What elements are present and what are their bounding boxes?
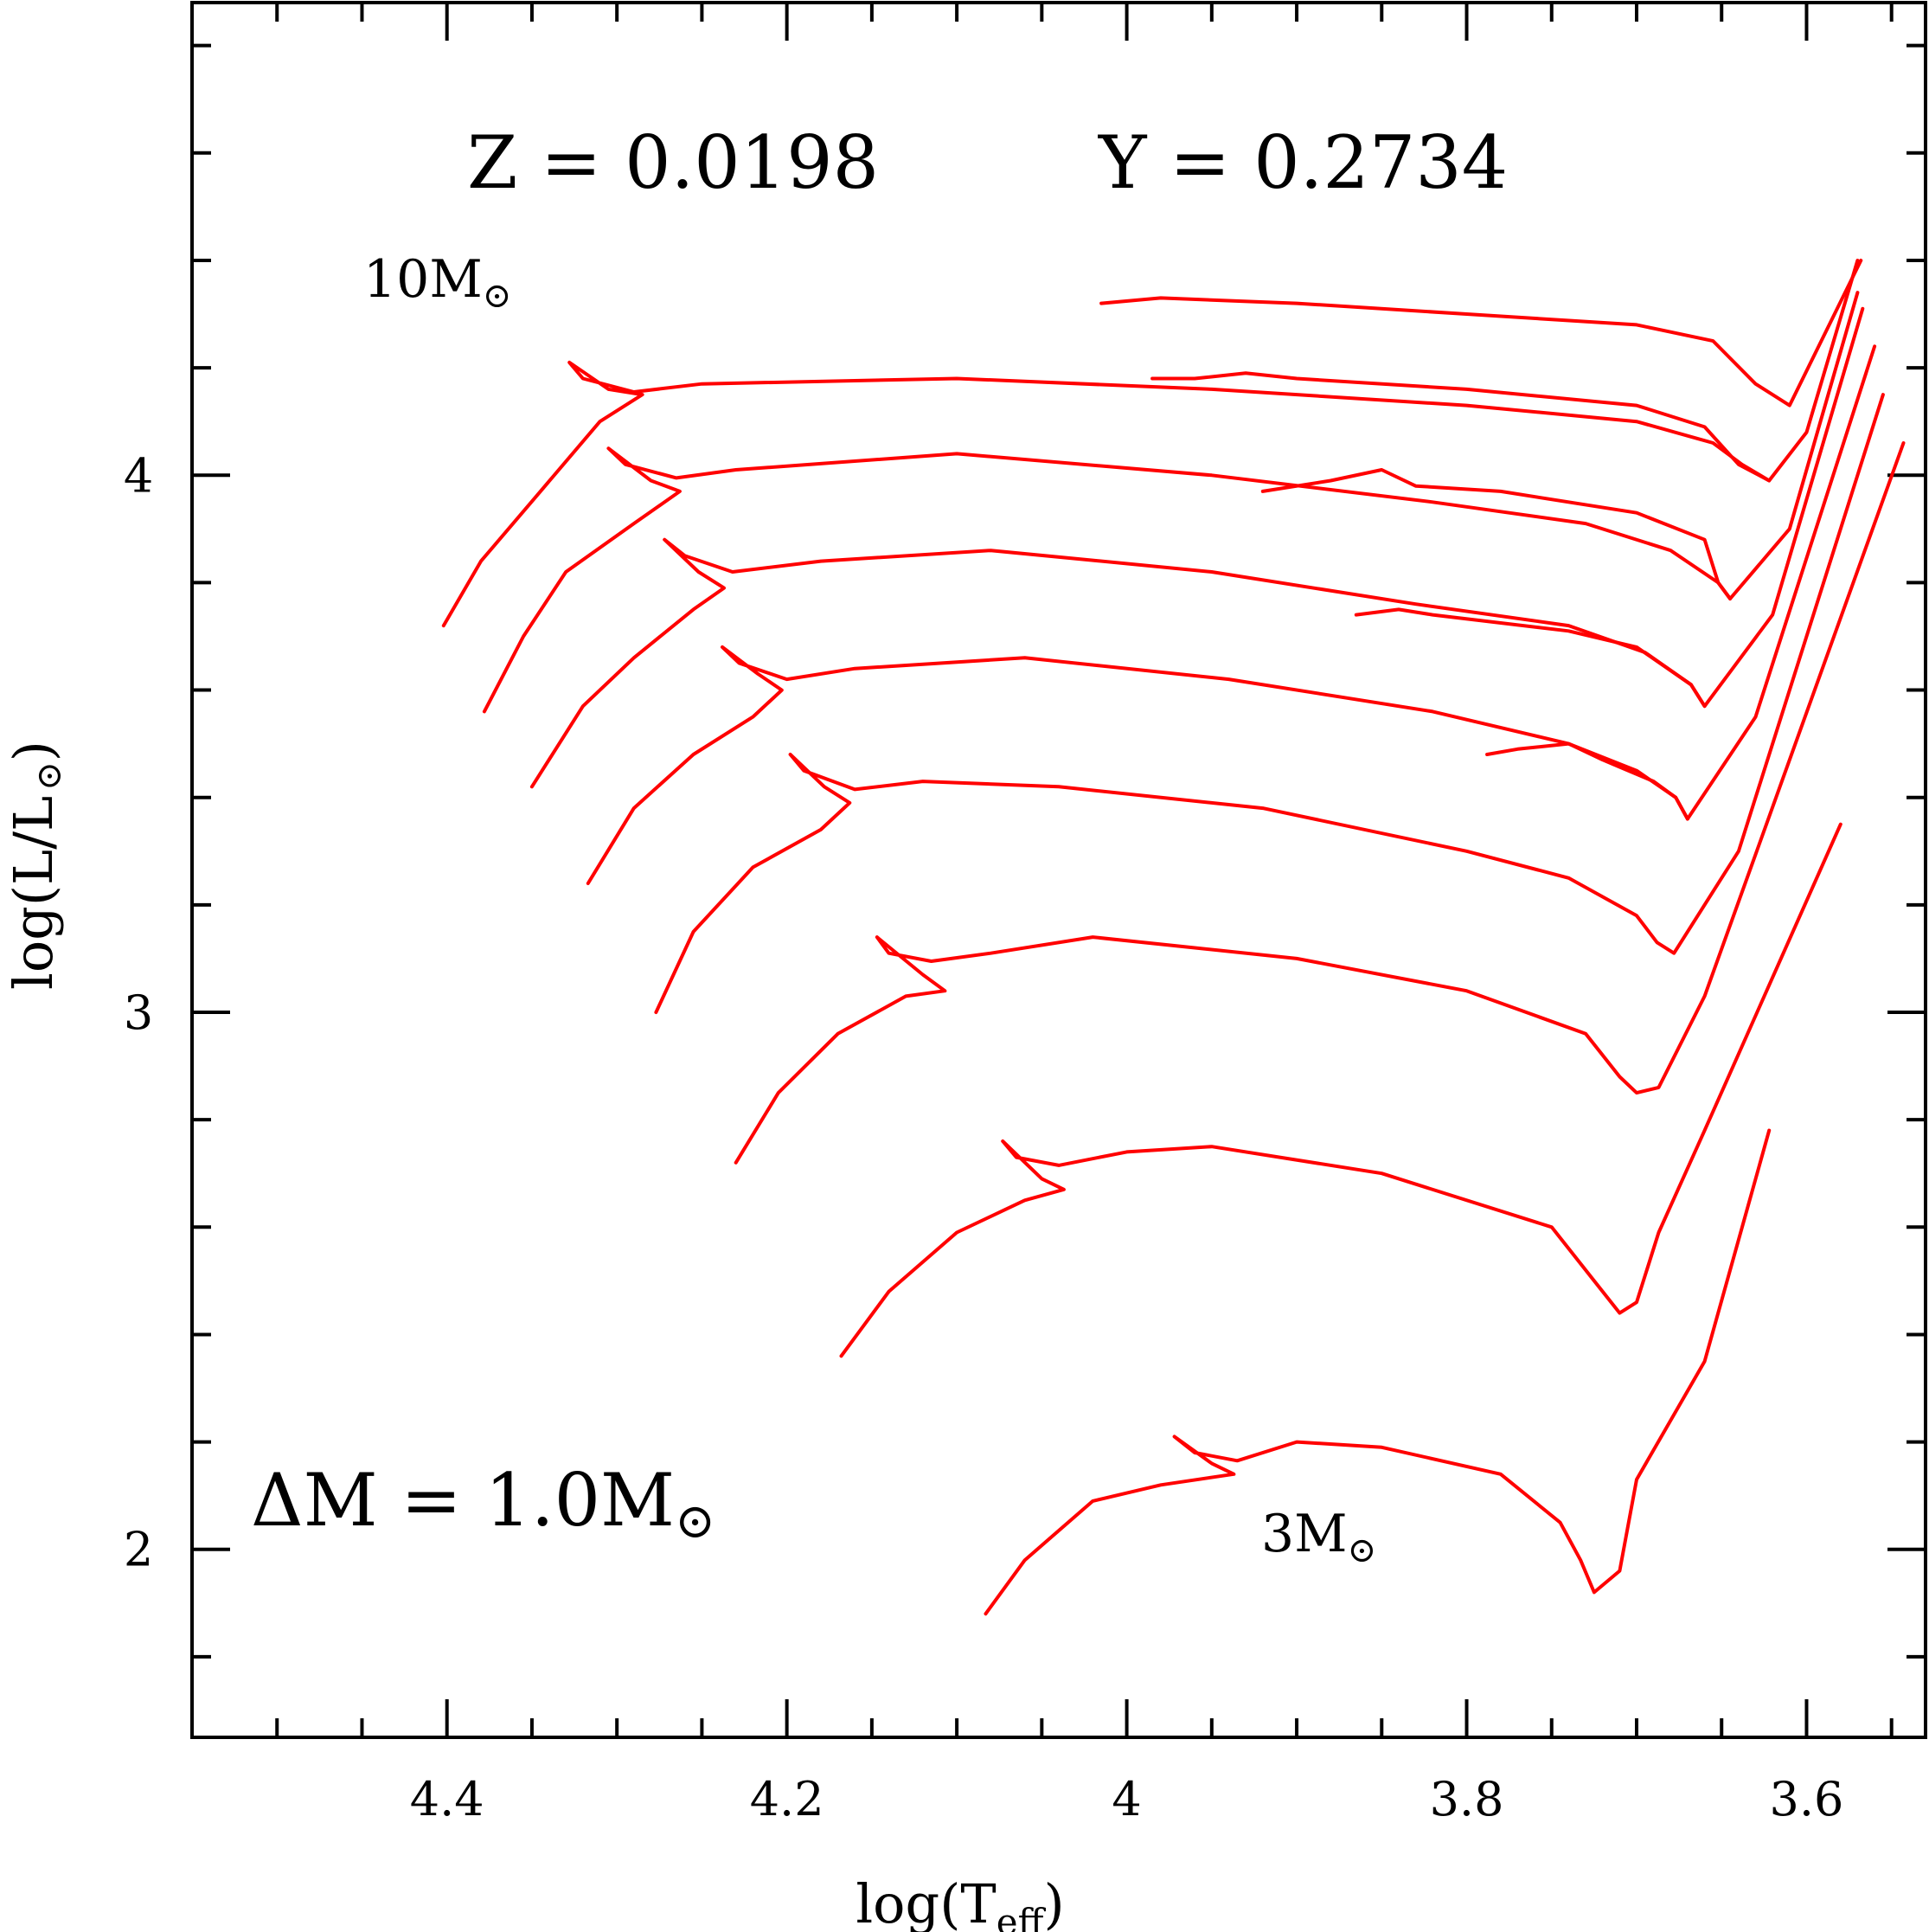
evolutionary-track-7 bbox=[839, 822, 1842, 1358]
x-tick-label: 4.4 bbox=[410, 1772, 484, 1826]
x-tick-label: 4.2 bbox=[750, 1772, 824, 1826]
x-tick-label: 3.8 bbox=[1430, 1772, 1504, 1826]
sun-symbol-dm: ⊙ bbox=[675, 1493, 715, 1550]
evolutionary-track-6 bbox=[734, 441, 1906, 1165]
evolutionary-track-4 bbox=[586, 344, 1877, 885]
evolutionary-track-10 bbox=[1150, 371, 1772, 483]
evolutionary-track-13 bbox=[1485, 741, 1689, 821]
y-tick-label: 2 bbox=[124, 1523, 153, 1577]
y-axis-label: log(L/L⊙) bbox=[2, 741, 69, 990]
metallicity-label: Z = 0.0198 bbox=[467, 120, 879, 205]
helium-label: Y = 0.2734 bbox=[1098, 120, 1508, 205]
evolutionary-track-11 bbox=[1260, 468, 1733, 600]
ticks-layer bbox=[190, 3, 1926, 1737]
sun-symbol-3: ⊙ bbox=[1348, 1531, 1377, 1570]
mass-step-label: ΔM = 1.0M⊙ bbox=[251, 1458, 715, 1550]
x-axis-label: log(Teff) bbox=[856, 1872, 1064, 1932]
mass-label-10: 10M⊙ bbox=[363, 249, 511, 316]
plot-frame bbox=[190, 1, 1927, 1739]
y-tick-label: 4 bbox=[124, 448, 153, 503]
evolutionary-track-9 bbox=[1099, 259, 1863, 408]
x-tick-label: 3.6 bbox=[1770, 1772, 1844, 1826]
mass-label-3: 3M⊙ bbox=[1261, 1504, 1376, 1570]
sun-symbol-y: ⊙ bbox=[29, 761, 69, 791]
y-tick-label: 3 bbox=[124, 985, 153, 1040]
labels-layer: 4.4 4.2 4 3.8 3.6 2 3 4 bbox=[124, 448, 1844, 1826]
tracks-layer bbox=[441, 259, 1906, 1616]
evolutionary-track-1 bbox=[441, 259, 1860, 628]
x-tick-label: 4 bbox=[1112, 1772, 1141, 1826]
sun-symbol-10: ⊙ bbox=[483, 276, 512, 316]
evolutionary-track-8 bbox=[984, 1128, 1772, 1616]
evolutionary-track-12 bbox=[1354, 607, 1707, 709]
evolutionary-track-2 bbox=[482, 291, 1860, 714]
evolutionary-track-5 bbox=[654, 393, 1885, 1014]
